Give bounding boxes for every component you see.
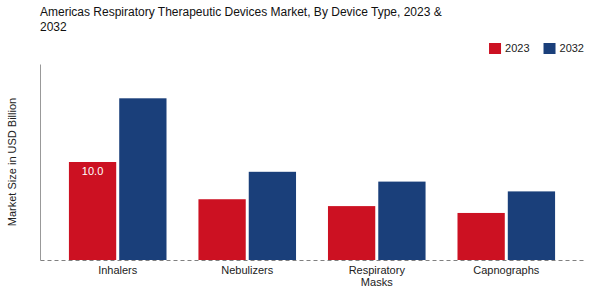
plot: Inhalers Nebulizers RespiratoryMasks Capnog… — [41, 65, 585, 289]
bar — [457, 213, 504, 260]
bar — [69, 162, 116, 260]
x-tick-label: Nebulizers — [221, 264, 273, 276]
legend-label: 2032 — [560, 42, 584, 54]
x-tick-label-line: Capnographs — [473, 264, 540, 276]
title-line: Americas Respiratory Therapeutic Devices… — [40, 5, 442, 19]
y-axis — [40, 65, 41, 261]
x-tick-label: Inhalers — [98, 264, 138, 276]
legend-item: 2023 — [489, 42, 529, 54]
x-tick: RespiratoryMasks — [349, 260, 406, 288]
bar-series — [119, 98, 555, 260]
bar — [198, 199, 245, 260]
bar — [508, 191, 555, 260]
x-tick: Inhalers — [98, 260, 138, 276]
legend-swatch — [489, 43, 501, 54]
y-axis-title: Market Size in USD Billion — [6, 98, 18, 226]
legend: 2023 2032 — [489, 42, 584, 54]
x-tick-label-line: Respiratory — [349, 264, 406, 276]
bars — [69, 98, 555, 260]
bar — [328, 206, 375, 260]
legend-label: 2023 — [505, 42, 529, 54]
legend-item: 2032 — [544, 42, 584, 54]
annotation: 10.0 — [82, 165, 103, 177]
x-tick-label: RespiratoryMasks — [349, 264, 406, 289]
x-tick-label-line: Nebulizers — [221, 264, 273, 276]
title-line: 2032 — [40, 20, 67, 34]
chart: Inhalers Nebulizers RespiratoryMasks Capnog… — [0, 0, 600, 300]
x-tick-label-line: Inhalers — [98, 264, 138, 276]
x-tick: Nebulizers — [221, 260, 273, 276]
title: Americas Respiratory Therapeutic Devices… — [40, 5, 442, 34]
y-axis-line — [40, 65, 41, 261]
x-tick-label-line: Masks — [361, 276, 393, 288]
x-tick: Capnographs — [473, 260, 540, 276]
bar — [119, 98, 166, 260]
bar — [378, 182, 425, 260]
x-axis-line — [41, 260, 585, 261]
bar — [249, 172, 296, 260]
legend-swatch — [544, 43, 556, 54]
x-axis: Inhalers Nebulizers RespiratoryMasks Capnog… — [41, 260, 585, 288]
x-tick-label: Capnographs — [473, 264, 540, 276]
